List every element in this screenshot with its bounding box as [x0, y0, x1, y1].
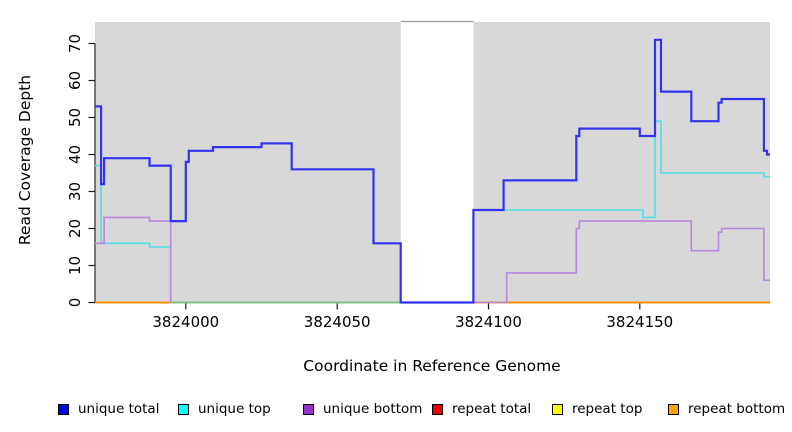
series-unique-top-line [95, 120, 770, 304]
y-tick-label: 50 [66, 108, 84, 127]
series-unique-bottom-line [95, 216, 770, 304]
legend-item-unique-top: unique top [178, 398, 271, 420]
legend-label-unique-total: unique total [78, 401, 160, 417]
legend-swatch-unique-total [58, 403, 69, 415]
y-tick-label: 20 [66, 219, 84, 238]
legend-label-unique-top: unique top [198, 401, 271, 417]
series-unique-total-line [95, 38, 770, 304]
plot-background-right [473, 22, 770, 303]
x-tick-label: 3824100 [455, 313, 522, 331]
legend-swatch-unique-bottom [303, 403, 314, 415]
legend-label-unique-bottom: unique bottom [323, 401, 423, 417]
legend-swatch-unique-top [178, 403, 189, 415]
legend-item-repeat-bottom: repeat bottom [668, 398, 785, 420]
y-tick-label: 40 [66, 145, 84, 164]
plot-background-left [95, 22, 401, 303]
legend-swatch-repeat-total [432, 403, 443, 415]
legend-item-repeat-total: repeat total [432, 398, 531, 420]
y-tick-label: 0 [66, 298, 84, 308]
legend-item-repeat-top: repeat top [552, 398, 642, 420]
y-tick-label: 10 [66, 256, 84, 275]
legend-swatch-repeat-bottom [668, 403, 679, 415]
legend-label-repeat-total: repeat total [452, 401, 532, 417]
y-tick-label: 30 [66, 182, 84, 201]
legend-label-repeat-top: repeat top [572, 401, 643, 417]
legend-label-repeat-bottom: repeat bottom [688, 401, 786, 417]
x-tick-label: 3824050 [304, 313, 371, 331]
x-axis-title: Coordinate in Reference Genome [303, 357, 560, 375]
legend-item-unique-bottom: unique bottom [303, 398, 422, 420]
legend-item-unique-total: unique total [58, 398, 159, 420]
x-tick-label: 3824150 [606, 313, 673, 331]
y-tick-label: 70 [66, 34, 84, 53]
legend: unique total unique top unique bottom repea… [0, 398, 792, 422]
y-axis-title: Read Coverage Depth [16, 75, 34, 245]
x-tick-label: 3824000 [152, 313, 219, 331]
y-tick-label: 60 [66, 71, 84, 90]
legend-swatch-repeat-top [552, 403, 563, 415]
